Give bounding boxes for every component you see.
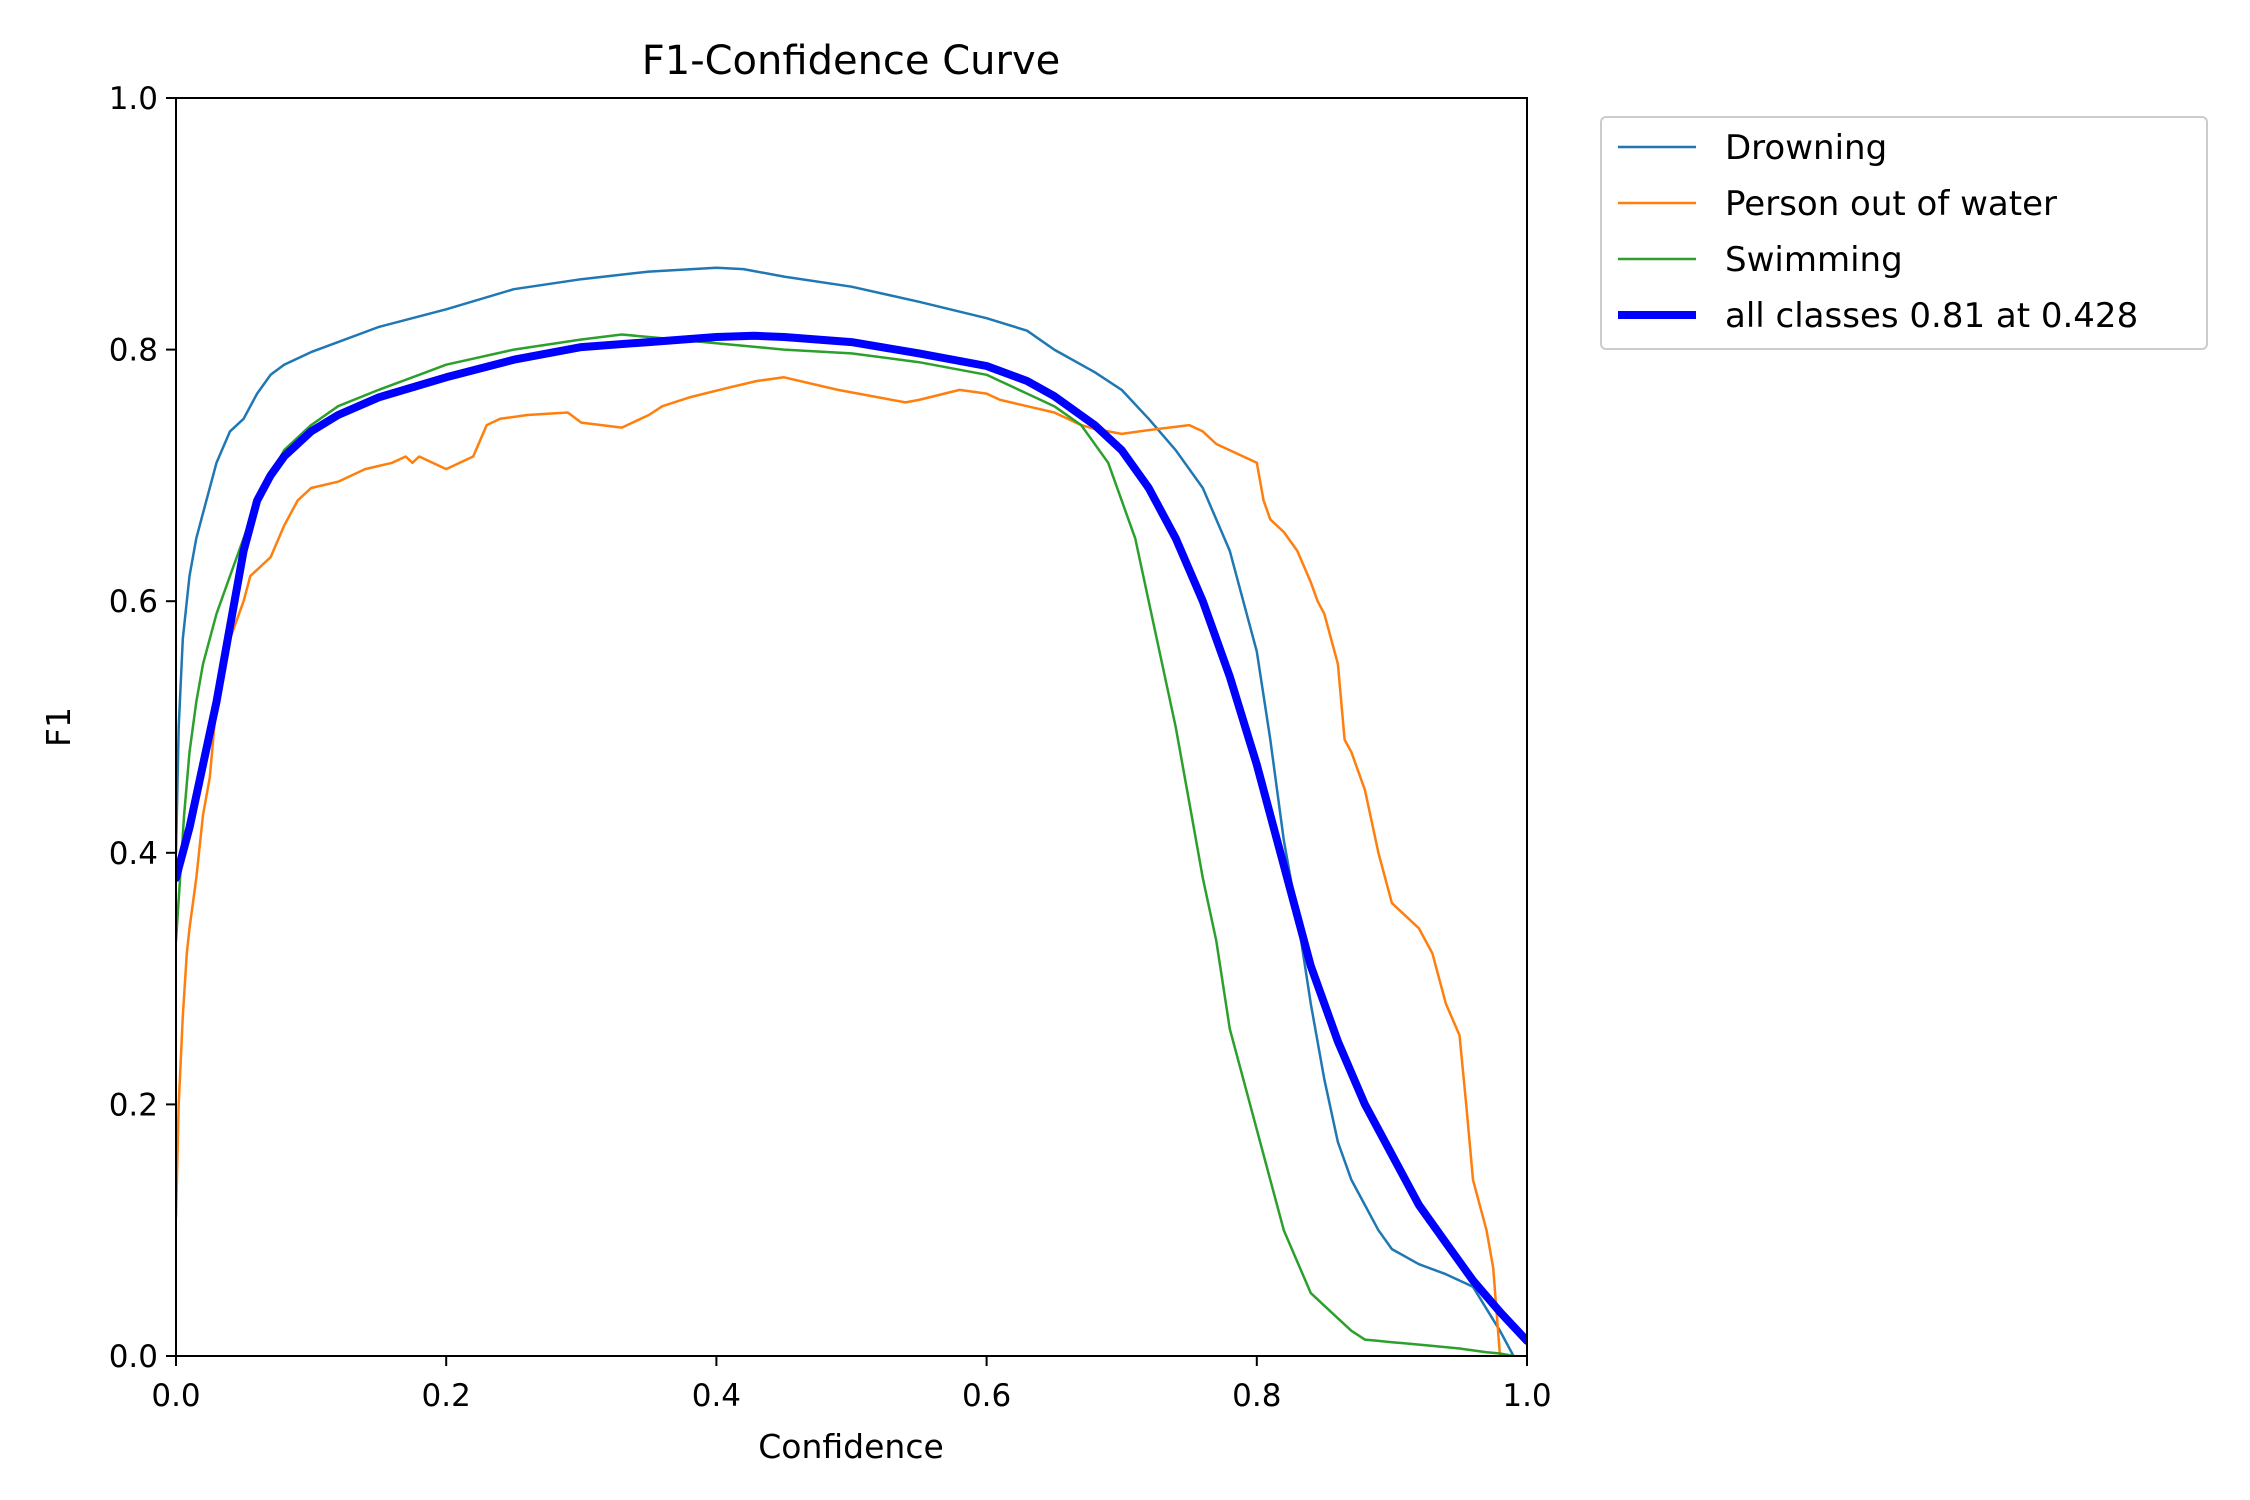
y-axis: 0.0 0.2 0.4 0.6 0.8 1.0 xyxy=(109,81,176,1375)
y-axis-label: F1 xyxy=(39,707,78,747)
y-tick-label: 0.8 xyxy=(109,333,158,369)
x-tick-label: 0.6 xyxy=(962,1378,1011,1414)
legend-box xyxy=(1600,116,2208,350)
series-line-all-classes-0-81-at-0-428 xyxy=(176,331,1527,1345)
legend-label-swimming: Swimming xyxy=(1725,240,1903,280)
y-tick-label: 0.0 xyxy=(109,1339,158,1375)
y-tick-label: 0.4 xyxy=(109,836,158,872)
x-axis-label: Confidence xyxy=(758,1427,944,1466)
legend-label-person-out-of-water: Person out of water xyxy=(1725,184,2057,224)
x-tick-label: 0.2 xyxy=(422,1378,471,1414)
x-axis: 0.0 0.2 0.4 0.6 0.8 1.0 xyxy=(151,1356,1552,1414)
legend-label-drowning: Drowning xyxy=(1725,128,1887,168)
x-tick-label: 0.0 xyxy=(151,1378,200,1414)
chart-title: F1-Confidence Curve xyxy=(642,38,1061,84)
x-tick-label: 1.0 xyxy=(1502,1378,1551,1414)
series-line-drowning xyxy=(176,266,1515,1356)
y-tick-label: 0.2 xyxy=(109,1087,158,1123)
y-tick-label: 1.0 xyxy=(109,81,158,117)
legend-label-all-classes-0-81-at-0-428: all classes 0.81 at 0.428 xyxy=(1725,296,2138,336)
y-tick-label: 0.6 xyxy=(109,584,158,620)
plot-frame xyxy=(175,97,1528,1357)
series-line-swimming xyxy=(176,333,1515,1356)
legend: Drowning Person out of water Swimming all c… xyxy=(1600,116,2208,350)
x-tick-label: 0.8 xyxy=(1232,1378,1281,1414)
series-line-person-out-of-water xyxy=(176,376,1502,1356)
series-layer xyxy=(176,266,1527,1356)
x-tick-label: 0.4 xyxy=(692,1378,741,1414)
